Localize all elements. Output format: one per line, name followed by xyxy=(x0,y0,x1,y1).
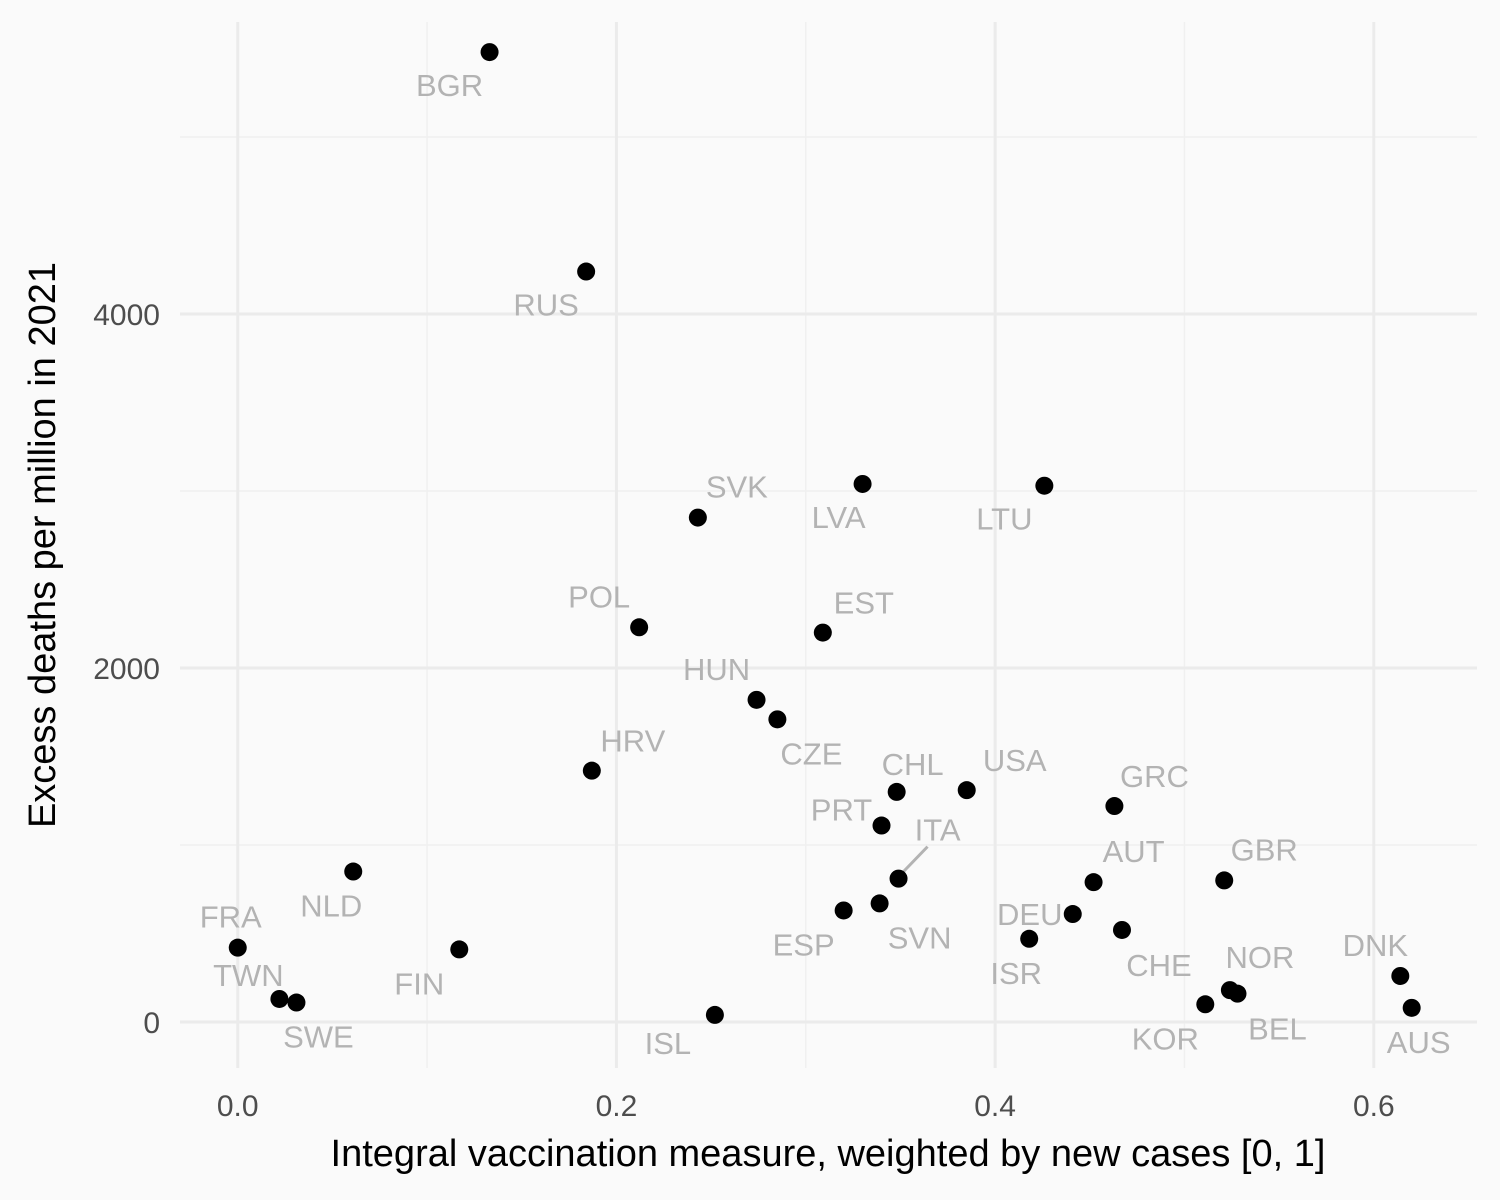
point-label-dnk: DNK xyxy=(1343,928,1409,963)
point-label-grc: GRC xyxy=(1120,759,1189,794)
data-point-hrv xyxy=(582,761,601,780)
x-tick-label: 0.2 xyxy=(596,1090,638,1123)
point-label-deu: DEU xyxy=(997,897,1062,932)
point-label-svn: SVN xyxy=(888,920,952,955)
point-labels: BGR RUS SVK LVA LTU POL EST HUN CZE HRV CHL USA GRC P… xyxy=(200,68,1451,1061)
point-label-isl: ISL xyxy=(645,1026,692,1061)
data-point-fin xyxy=(450,940,469,959)
data-point-hun xyxy=(747,690,766,709)
point-label-cze: CZE xyxy=(780,736,842,771)
label-leader-lines xyxy=(899,845,929,876)
data-point-cze xyxy=(768,710,787,729)
point-label-aus: AUS xyxy=(1387,1025,1451,1060)
x-tick-label: 0.4 xyxy=(974,1090,1016,1123)
data-point-swe xyxy=(287,993,306,1012)
data-point-est xyxy=(813,623,832,642)
y-tick-label: 2000 xyxy=(93,653,160,686)
x-tick-label: 0.6 xyxy=(1353,1090,1395,1123)
data-point-bgr xyxy=(480,43,499,62)
point-label-pol: POL xyxy=(568,579,630,614)
point-label-lva: LVA xyxy=(812,500,866,535)
data-point-chl xyxy=(887,782,906,801)
data-point-che xyxy=(1112,920,1131,939)
y-tick-label: 0 xyxy=(143,1007,160,1040)
data-point-svn xyxy=(870,894,889,913)
data-point-ltu xyxy=(1035,476,1054,495)
point-label-bgr: BGR xyxy=(416,68,483,103)
point-label-twn: TWN xyxy=(213,958,284,993)
data-points xyxy=(228,43,1421,1024)
data-point-prt xyxy=(872,816,891,835)
point-label-nor: NOR xyxy=(1225,940,1294,975)
point-label-hun: HUN xyxy=(683,652,750,687)
data-point-isr xyxy=(1020,929,1039,948)
data-point-rus xyxy=(577,262,596,281)
point-label-ita: ITA xyxy=(915,813,961,848)
axes: 0.0 0.2 0.4 0.6 0 2000 4000 xyxy=(93,299,1394,1123)
data-point-twn xyxy=(270,989,289,1008)
point-label-usa: USA xyxy=(983,743,1047,778)
point-label-swe: SWE xyxy=(283,1020,354,1055)
y-axis-title: Excess deaths per million in 2021 xyxy=(22,262,64,828)
data-point-ita xyxy=(889,869,908,888)
point-label-esp: ESP xyxy=(773,927,835,962)
point-label-svk: SVK xyxy=(706,470,768,505)
point-label-fin: FIN xyxy=(394,966,444,1001)
data-point-gbr xyxy=(1215,871,1234,890)
point-label-hrv: HRV xyxy=(600,724,665,759)
point-label-gbr: GBR xyxy=(1231,832,1298,867)
data-point-bel xyxy=(1228,984,1247,1003)
point-label-rus: RUS xyxy=(513,288,578,323)
grid xyxy=(180,22,1477,1068)
data-point-lva xyxy=(853,474,872,493)
data-point-isl xyxy=(705,1005,724,1024)
data-point-usa xyxy=(957,781,976,800)
point-label-aut: AUT xyxy=(1103,834,1165,869)
data-point-fra xyxy=(228,938,247,957)
point-label-nld: NLD xyxy=(300,889,362,924)
data-point-pol xyxy=(630,618,649,637)
x-tick-label: 0.0 xyxy=(217,1090,259,1123)
data-point-esp xyxy=(834,901,853,920)
data-point-grc xyxy=(1105,797,1124,816)
data-point-kor xyxy=(1196,995,1215,1014)
point-label-kor: KOR xyxy=(1132,1021,1199,1056)
data-point-aut xyxy=(1084,873,1103,892)
leader-line-ita xyxy=(899,845,929,876)
y-tick-label: 4000 xyxy=(93,299,160,332)
point-label-fra: FRA xyxy=(200,900,262,935)
point-label-che: CHE xyxy=(1126,948,1191,983)
point-label-est: EST xyxy=(834,586,894,621)
point-label-prt: PRT xyxy=(811,793,873,828)
point-label-isr: ISR xyxy=(990,956,1042,991)
data-point-aus xyxy=(1402,998,1421,1017)
point-label-bel: BEL xyxy=(1248,1012,1307,1047)
data-point-svk xyxy=(688,508,707,527)
x-axis-title: Integral vaccination measure, weighted b… xyxy=(331,1133,1326,1175)
point-label-ltu: LTU xyxy=(976,502,1032,537)
data-point-nld xyxy=(344,862,363,881)
point-label-chl: CHL xyxy=(882,747,944,782)
data-point-dnk xyxy=(1391,966,1410,985)
data-point-deu xyxy=(1063,905,1082,924)
